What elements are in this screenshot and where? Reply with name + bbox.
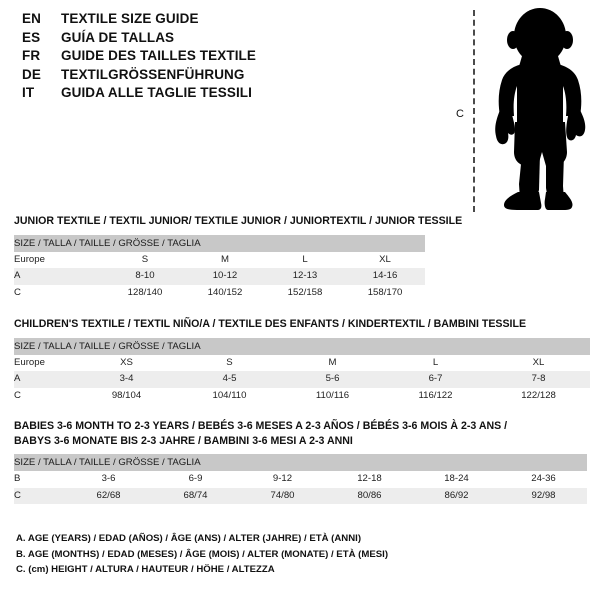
table-cell: 92/98 bbox=[500, 487, 588, 504]
table-cell: 14-16 bbox=[345, 268, 426, 285]
table-row: Europe XS S M L XL bbox=[14, 354, 591, 371]
table-cell: 4-5 bbox=[178, 371, 281, 388]
language-row: DE TEXTILGRÖSSENFÜHRUNG bbox=[22, 67, 322, 86]
language-guide-title: GUIDE DES TAILLES TEXTILE bbox=[61, 48, 257, 63]
row-label: C bbox=[14, 487, 65, 504]
legend-line: A. AGE (YEARS) / EDAD (AÑOS) / ÂGE (ANS)… bbox=[16, 533, 362, 544]
row-label: C bbox=[14, 284, 105, 301]
row-label: Europe bbox=[14, 354, 75, 371]
legend-block: A. AGE (YEARS) / EDAD (AÑOS) / ÂGE (ANS)… bbox=[16, 531, 536, 578]
table-cell: XL bbox=[345, 251, 426, 268]
language-row: FR GUIDE DES TAILLES TEXTILE bbox=[22, 48, 322, 67]
table-cell: 152/158 bbox=[265, 284, 345, 301]
section-childrens-textile: CHILDREN'S TEXTILE / TEXTIL NIÑO/A / TEX… bbox=[14, 317, 591, 404]
table-cell: M bbox=[185, 251, 265, 268]
table-cell: 122/128 bbox=[487, 387, 591, 404]
table-cell: 12-13 bbox=[265, 268, 345, 285]
height-label-c: C bbox=[456, 108, 464, 120]
table-cell: 10-12 bbox=[185, 268, 265, 285]
table-cell: 6-7 bbox=[384, 371, 487, 388]
language-code: DE bbox=[22, 66, 41, 82]
table-cell: L bbox=[384, 354, 487, 371]
table-cell: 98/104 bbox=[75, 387, 178, 404]
table-header-label: SIZE / TALLA / TAILLE / GRÖSSE / TAGLIA bbox=[14, 454, 588, 471]
table-cell: 12-18 bbox=[326, 471, 413, 488]
row-label: A bbox=[14, 268, 105, 285]
table-header-row: SIZE / TALLA / TAILLE / GRÖSSE / TAGLIA bbox=[14, 234, 426, 252]
table-row: C 62/68 68/74 74/80 80/86 86/92 92/98 bbox=[14, 487, 588, 504]
table-cell: 116/122 bbox=[384, 387, 487, 404]
section-babies-textile: BABIES 3-6 MONTH TO 2-3 YEARS / BEBÉS 3-… bbox=[14, 419, 588, 504]
table-cell: 3-6 bbox=[65, 471, 152, 488]
language-row: EN TEXTILE SIZE GUIDE bbox=[22, 11, 322, 30]
language-code: IT bbox=[22, 85, 35, 100]
row-label: B bbox=[14, 471, 65, 488]
table-cell: 74/80 bbox=[239, 487, 326, 504]
language-code: FR bbox=[22, 48, 41, 63]
section-title: CHILDREN'S TEXTILE / TEXTIL NIÑO/A / TEX… bbox=[14, 318, 527, 330]
table-row: A 8-10 10-12 12-13 14-16 bbox=[14, 268, 426, 285]
language-guide-title: TEXTILGRÖSSENFÜHRUNG bbox=[61, 66, 245, 82]
table-cell: 6-9 bbox=[152, 471, 239, 488]
table-row: B 3-6 6-9 9-12 12-18 18-24 24-36 bbox=[14, 471, 588, 488]
table-header-row: SIZE / TALLA / TAILLE / GRÖSSE / TAGLIA bbox=[14, 337, 591, 355]
language-guide-title: GUIDA ALLE TAGLIE TESSILI bbox=[61, 85, 252, 100]
language-guide-title: GUÍA DE TALLAS bbox=[61, 29, 175, 45]
section-title: JUNIOR TEXTILE / TEXTIL JUNIOR/ TEXTILE … bbox=[14, 215, 463, 227]
table-cell: 3-4 bbox=[75, 371, 178, 388]
table-row: Europe S M L XL bbox=[14, 251, 426, 268]
legend-line: B. AGE (MONTHS) / EDAD (MESES) / ÂGE (MO… bbox=[16, 548, 389, 560]
language-code: ES bbox=[22, 29, 41, 45]
table-cell: 110/116 bbox=[281, 387, 384, 404]
table-header-label: SIZE / TALLA / TAILLE / GRÖSSE / TAGLIA bbox=[14, 234, 426, 252]
language-row: IT GUIDA ALLE TAGLIE TESSILI bbox=[22, 85, 322, 104]
table-header-label: SIZE / TALLA / TAILLE / GRÖSSE / TAGLIA bbox=[14, 337, 591, 355]
table-cell: 8-10 bbox=[105, 268, 185, 285]
table-cell: L bbox=[265, 251, 345, 268]
table-row: A 3-4 4-5 5-6 6-7 7-8 bbox=[14, 371, 591, 388]
table-cell: M bbox=[281, 354, 384, 371]
section-junior-textile: JUNIOR TEXTILE / TEXTIL JUNIOR/ TEXTILE … bbox=[14, 214, 462, 301]
table-cell: 80/86 bbox=[326, 487, 413, 504]
table-cell: 7-8 bbox=[487, 371, 591, 388]
babies-size-table: SIZE / TALLA / TAILLE / GRÖSSE / TAGLIA B… bbox=[14, 454, 588, 504]
table-cell: XL bbox=[487, 354, 591, 371]
table-cell: 104/110 bbox=[178, 387, 281, 404]
row-label: Europe bbox=[14, 251, 105, 268]
language-row: ES GUÍA DE TALLAS bbox=[22, 30, 322, 49]
language-title-block: EN TEXTILE SIZE GUIDE ES GUÍA DE TALLAS FR GU… bbox=[22, 11, 322, 104]
height-dashed-line-icon bbox=[473, 10, 475, 212]
section-title-line1: BABIES 3-6 MONTH TO 2-3 YEARS / BEBÉS 3-… bbox=[14, 420, 508, 432]
section-title-line2: BABYS 3-6 MONATE BIS 2-3 JAHRE / BAMBINI… bbox=[14, 434, 353, 447]
table-cell: 18-24 bbox=[413, 471, 500, 488]
children-size-table: SIZE / TALLA / TAILLE / GRÖSSE / TAGLIA E… bbox=[14, 337, 591, 404]
legend-line: C. (cm) HEIGHT / ALTURA / HAUTEUR / HÖHE… bbox=[16, 564, 275, 575]
table-cell: 140/152 bbox=[185, 284, 265, 301]
table-cell: S bbox=[105, 251, 185, 268]
table-cell: 158/170 bbox=[345, 284, 426, 301]
table-cell: 9-12 bbox=[239, 471, 326, 488]
language-guide-title: TEXTILE SIZE GUIDE bbox=[61, 11, 199, 26]
row-label: C bbox=[14, 387, 75, 404]
table-cell: 5-6 bbox=[281, 371, 384, 388]
table-cell: 24-36 bbox=[500, 471, 588, 488]
table-cell: 68/74 bbox=[152, 487, 239, 504]
row-label: A bbox=[14, 371, 75, 388]
language-code: EN bbox=[22, 11, 41, 26]
toddler-silhouette-icon bbox=[495, 8, 586, 210]
table-row: C 128/140 140/152 152/158 158/170 bbox=[14, 284, 426, 301]
table-cell: 128/140 bbox=[105, 284, 185, 301]
table-cell: 62/68 bbox=[65, 487, 152, 504]
table-cell: S bbox=[178, 354, 281, 371]
table-cell: XS bbox=[75, 354, 178, 371]
table-row: C 98/104 104/110 110/116 116/122 122/128 bbox=[14, 387, 591, 404]
table-cell: 86/92 bbox=[413, 487, 500, 504]
table-header-row: SIZE / TALLA / TAILLE / GRÖSSE / TAGLIA bbox=[14, 454, 588, 471]
height-figure: C bbox=[448, 4, 596, 214]
junior-size-table: SIZE / TALLA / TAILLE / GRÖSSE / TAGLIA E… bbox=[14, 234, 426, 301]
